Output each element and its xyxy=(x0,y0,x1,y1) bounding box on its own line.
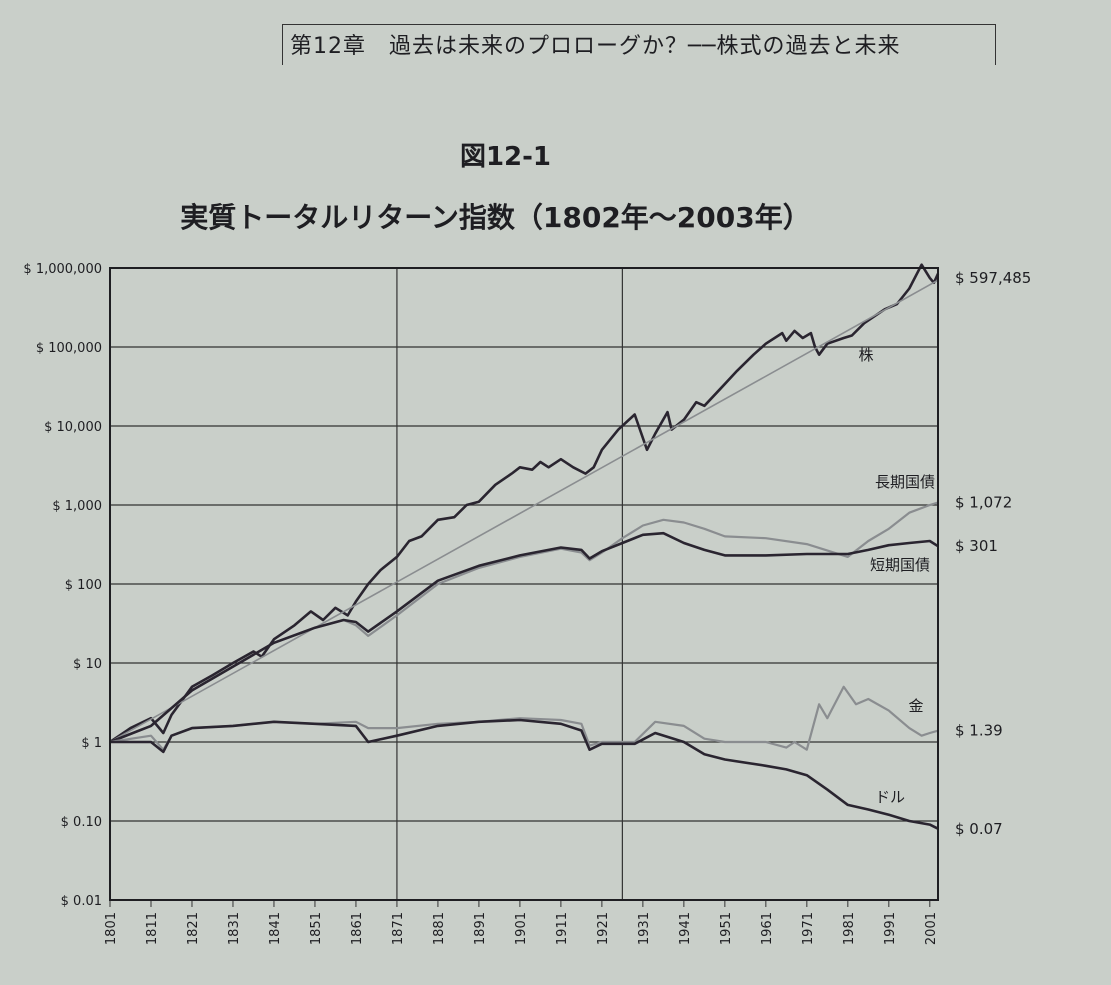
figure-label: 図12-1 xyxy=(459,142,552,172)
x-tick-label: 1811 xyxy=(145,912,160,945)
plot-frame xyxy=(109,267,939,901)
x-tick-label: 1971 xyxy=(801,912,816,945)
trend-line xyxy=(109,279,939,743)
x-tick-label: 1821 xyxy=(186,912,201,945)
y-tick-label: $ 10 xyxy=(73,657,102,672)
x-tick-label: 1941 xyxy=(678,912,693,945)
series-name-label: 株 xyxy=(858,346,873,364)
y-tick-label: $ 10,000 xyxy=(44,420,102,435)
x-tick-label: 1831 xyxy=(227,912,242,945)
x-tick-label: 1871 xyxy=(391,912,406,945)
series-line xyxy=(110,718,939,830)
x-tick-label: 2001 xyxy=(924,912,939,945)
series-name-label: 長期国債 xyxy=(875,473,935,491)
x-tick-label: 1951 xyxy=(719,912,734,945)
series-line xyxy=(109,263,940,744)
x-tick-labels: 1801 1811 1821 1831 1841 1851 1861 1871 1881 1891… xyxy=(104,900,939,945)
series-line xyxy=(109,501,939,744)
series-end-value: $ 597,485 xyxy=(955,269,1031,287)
y-tick-label: $ 100,000 xyxy=(36,341,102,356)
x-tick-label: 1931 xyxy=(637,912,652,945)
x-tick-label: 1891 xyxy=(473,912,488,945)
series-name-label: 金 xyxy=(908,697,923,715)
series-name-label: 短期国債 xyxy=(870,556,930,574)
x-tick-label: 1961 xyxy=(760,912,775,945)
series-lines xyxy=(109,263,940,830)
y-tick-label: $ 1,000,000 xyxy=(23,262,102,277)
x-tick-label: 1991 xyxy=(883,912,898,945)
series-line xyxy=(109,685,939,751)
y-tick-label: $ 1,000 xyxy=(52,499,102,514)
series-line xyxy=(109,531,939,744)
y-tick-label: $ 0.10 xyxy=(61,815,102,830)
x-tick-label: 1911 xyxy=(555,912,570,945)
series-end-value: $ 0.07 xyxy=(955,820,1003,838)
series-labels: 株 $ 597,485 長期国債 $ 1,072 短期国債 $ 301 金 $ 1.39 ドル $… xyxy=(858,269,1031,838)
y-tick-labels: $ 0.01 $ 0.10 $ 1 $ 10 $ 100 $ 1,000 $ 10,000 $… xyxy=(23,262,102,909)
y-tick-label: $ 100 xyxy=(65,578,102,593)
y-tick-label: $ 1 xyxy=(81,736,102,751)
x-tick-label: 1861 xyxy=(350,912,365,945)
x-tick-label: 1851 xyxy=(309,912,324,945)
series-name-label: ドル xyxy=(875,788,905,806)
x-tick-label: 1921 xyxy=(596,912,611,945)
grid-lines xyxy=(110,267,938,901)
chart-title: 実質トータルリターン指数（1802年〜2003年） xyxy=(180,201,811,234)
x-tick-label: 1801 xyxy=(104,912,119,945)
x-tick-label: 1881 xyxy=(432,912,447,945)
series-end-value: $ 301 xyxy=(955,537,998,555)
chapter-header-box xyxy=(282,24,996,65)
x-tick-label: 1901 xyxy=(514,912,529,945)
series-end-value: $ 1.39 xyxy=(955,722,1003,740)
series-end-value: $ 1,072 xyxy=(955,494,1012,512)
x-tick-label: 1981 xyxy=(842,912,857,945)
y-tick-label: $ 0.01 xyxy=(61,894,102,909)
chapter-title: 第12章 過去は未来のプロローグか？──株式の過去と未来 xyxy=(290,34,901,59)
x-tick-label: 1841 xyxy=(268,912,283,945)
